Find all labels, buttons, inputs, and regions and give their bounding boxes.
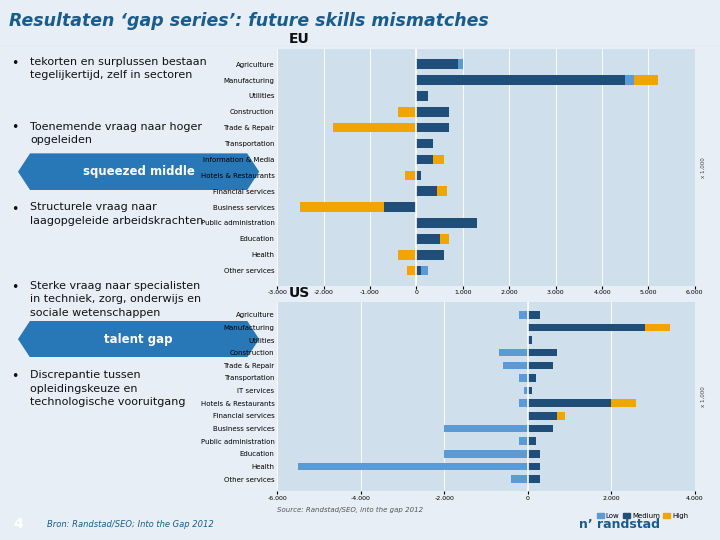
Text: x 1,000: x 1,000 (701, 387, 706, 407)
Bar (407, 266, 416, 275)
Bar (416, 218, 477, 228)
Bar (528, 412, 557, 420)
Text: n’ randstad: n’ randstad (579, 518, 660, 531)
Bar (625, 75, 634, 85)
Bar (416, 186, 437, 196)
Text: Toenemende vraag naar hoger
opgeleiden: Toenemende vraag naar hoger opgeleiden (30, 122, 202, 145)
Bar (528, 400, 611, 407)
Bar (300, 202, 384, 212)
Text: •: • (11, 57, 18, 70)
Bar (416, 250, 444, 260)
Bar (333, 123, 416, 132)
Polygon shape (18, 153, 259, 190)
Bar (416, 91, 428, 100)
Bar (519, 374, 528, 382)
Text: Discrepantie tussen
opleidingskeuze en
technologische vooruitgang: Discrepantie tussen opleidingskeuze en t… (30, 370, 186, 407)
Bar (528, 463, 540, 470)
Bar (416, 171, 421, 180)
Bar (298, 463, 528, 470)
Bar (557, 412, 565, 420)
Bar (416, 107, 449, 117)
Bar (644, 323, 670, 331)
Bar (528, 424, 553, 433)
Bar (519, 311, 528, 319)
Bar (528, 437, 536, 445)
Bar (416, 59, 458, 69)
Bar (416, 139, 433, 148)
Bar (503, 361, 528, 369)
Bar (398, 107, 416, 117)
Bar (433, 154, 444, 164)
Bar (437, 186, 446, 196)
Bar (444, 424, 528, 433)
Bar (511, 475, 528, 483)
Text: Bron: Randstad/SEO; Into the Gap 2012: Bron: Randstad/SEO; Into the Gap 2012 (47, 520, 214, 529)
Text: •: • (11, 281, 18, 294)
Bar (611, 400, 636, 407)
Bar (519, 437, 528, 445)
Bar (405, 171, 416, 180)
Polygon shape (18, 321, 259, 357)
Bar (528, 374, 536, 382)
Text: 4: 4 (13, 517, 23, 531)
Text: Sterke vraag naar specialisten
in techniek, zorg, onderwijs en
sociale wetenscha: Sterke vraag naar specialisten in techni… (30, 281, 202, 318)
Bar (416, 75, 625, 85)
Bar (458, 59, 463, 69)
Text: Resultaten ‘gap series’: future skills mismatches: Resultaten ‘gap series’: future skills m… (9, 12, 488, 30)
Bar (498, 349, 528, 356)
Bar (519, 400, 528, 407)
Bar (528, 323, 644, 331)
Bar (416, 154, 433, 164)
Bar (444, 450, 528, 457)
Text: US: US (288, 286, 310, 300)
Text: Source: Randstad/SEO, into the gap 2012: Source: Randstad/SEO, into the gap 2012 (277, 507, 423, 512)
Bar (528, 311, 540, 319)
Bar (384, 202, 416, 212)
Text: tekorten en surplussen bestaan
tegelijkertijd, zelf in sectoren: tekorten en surplussen bestaan tegelijke… (30, 57, 207, 80)
Bar (528, 336, 532, 344)
Text: •: • (11, 202, 18, 215)
Bar (528, 387, 532, 394)
Bar (523, 387, 528, 394)
Text: squeezed middle: squeezed middle (83, 165, 194, 178)
Bar (398, 250, 416, 260)
Bar (416, 266, 421, 275)
Bar (528, 450, 540, 457)
Legend: Low, Medium, High: Low, Medium, High (594, 510, 691, 522)
Text: talent gap: talent gap (104, 333, 173, 346)
Text: Structurele vraag naar
laagopgeleide arbeidskrachten: Structurele vraag naar laagopgeleide arb… (30, 202, 204, 226)
Bar (634, 75, 657, 85)
Bar (528, 349, 557, 356)
Bar (416, 234, 440, 244)
Bar (416, 123, 449, 132)
Bar (421, 266, 428, 275)
Text: •: • (11, 370, 18, 383)
Text: EU: EU (288, 32, 309, 46)
Text: •: • (11, 122, 18, 134)
Bar (528, 361, 553, 369)
Bar (528, 475, 540, 483)
Text: x 1,000: x 1,000 (701, 157, 706, 178)
Bar (440, 234, 449, 244)
